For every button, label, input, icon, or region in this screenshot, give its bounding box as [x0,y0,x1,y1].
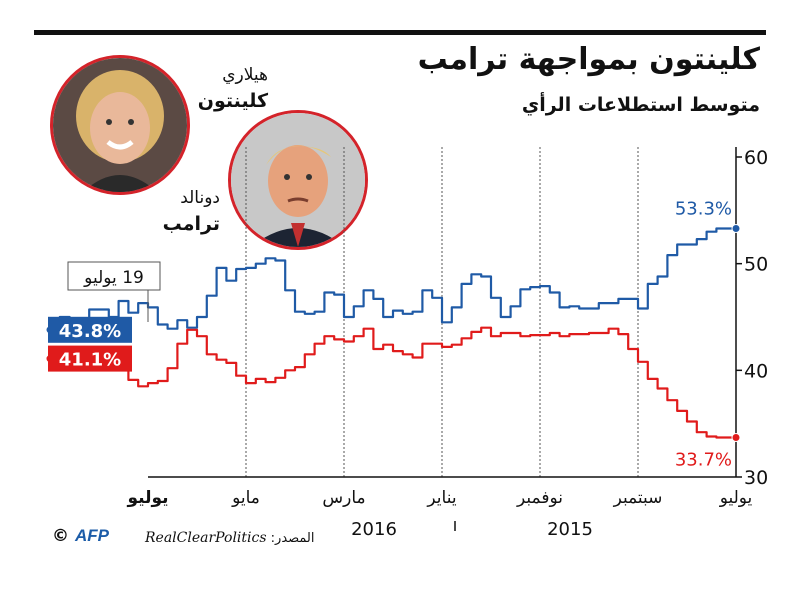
y-tick-label: 60 [744,147,768,169]
x-tick-label: يوليو [126,488,168,508]
agency-credit: © AFP [52,526,109,546]
series-end-box-1 [48,345,132,372]
x-tick-label: يناير [426,488,456,508]
top-rule [34,30,766,35]
series-end-box-0 [48,316,132,343]
series-line-1 [48,326,736,439]
chart-subtitle: متوسط استطلاعات الرأي [521,94,760,116]
annotation-label: 19 يوليو [83,268,144,288]
x-tick-label: مايو [231,488,260,508]
series-startpoint-0 [731,223,741,233]
chart-title: كلينتون بمواجهة ترامب [417,42,760,77]
x-tick-label: سبتمبر [613,488,663,508]
y-tick-label: 40 [744,360,768,382]
clinton-name: هيلاري كلينتون [196,62,268,115]
source-name: RealClearPolitics [145,530,267,546]
series-start-label-0: 53.3% [675,198,732,219]
trump-last-name: ترامب [162,213,220,235]
source-credit: المصدر: RealClearPolitics [145,530,315,546]
copyright-symbol: © [52,526,69,546]
afp-logo: AFP [75,526,109,545]
source-label: المصدر: [266,531,315,546]
trump-name: دونالد ترامب [140,185,220,238]
clinton-first-name: هيلاري [222,65,268,85]
series-end-label-1: 41.1% [59,350,121,371]
trump-first-name: دونالد [180,188,220,208]
series-startpoint-1 [731,433,741,443]
x-tick-label: مارس [322,488,365,508]
series-end-label-0: 43.8% [59,321,121,342]
series-line-0 [48,227,736,330]
clinton-last-name: كلينتون [197,90,268,112]
x-tick-label: نوفمبر [516,488,563,508]
trump-photo [228,110,368,250]
x-tick-label: يوليو [719,488,753,508]
year-label: 2015 [547,519,593,540]
year-label: 2016 [351,519,397,540]
y-tick-label: 30 [744,467,768,489]
clinton-photo [50,55,190,195]
y-tick-label: 50 [744,254,768,276]
annotation-box [67,261,161,291]
series-start-label-1: 33.7% [675,450,732,471]
